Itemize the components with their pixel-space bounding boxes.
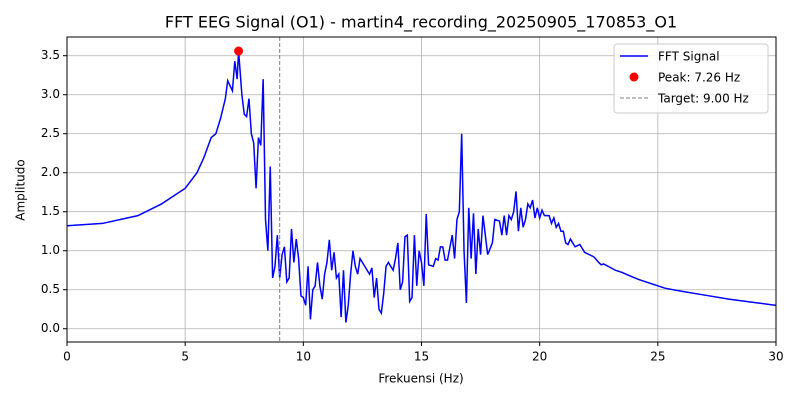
y-tick-label: 2.0 (41, 165, 60, 179)
y-tick-label: 0.5 (41, 282, 60, 296)
x-tick-label: 5 (181, 350, 189, 364)
y-tick-label: 1.0 (41, 243, 60, 257)
x-tick-label: 25 (650, 350, 665, 364)
x-tick-label: 30 (768, 350, 783, 364)
x-tick-label: 10 (296, 350, 311, 364)
fft-line (66, 50, 777, 323)
chart-title: FFT EEG Signal (O1) - martin4_recording_… (165, 13, 677, 33)
y-tick-label: 1.5 (41, 204, 60, 218)
x-tick-label: 20 (532, 350, 547, 364)
y-tick-label: 3.0 (41, 87, 60, 101)
plot-frame (66, 36, 777, 343)
y-axis-label: Amplitudo (14, 159, 28, 220)
y-tick-label: 2.5 (41, 126, 60, 140)
legend-label: Target: 9.00 Hz (657, 92, 749, 106)
legend-label: FFT Signal (658, 50, 720, 64)
legend-marker (629, 72, 639, 82)
x-tick-label: 15 (414, 350, 429, 364)
y-tick-label: 3.5 (41, 48, 60, 62)
legend-label: Peak: 7.26 Hz (658, 71, 740, 85)
x-tick-label: 0 (63, 350, 71, 364)
peak-point (234, 46, 244, 56)
y-tick-label: 0.0 (41, 321, 60, 335)
x-axis-label: Frekuensi (Hz) (378, 372, 463, 386)
legend-box (613, 43, 769, 114)
